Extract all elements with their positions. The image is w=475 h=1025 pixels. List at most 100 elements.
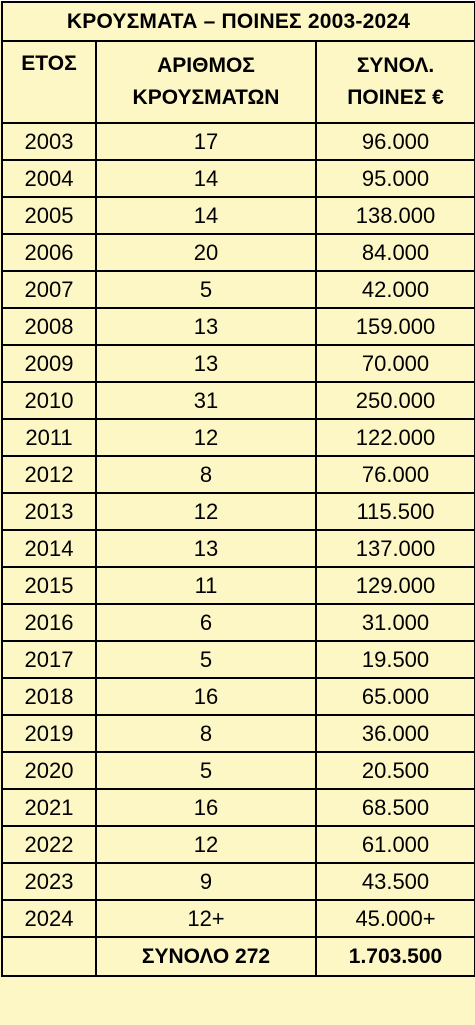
table-title: ΚΡΟΥΣΜΑΤΑ – ΠΟΙΝΕΣ 2003-2024 — [0, 1, 475, 42]
cell-year: 2023 — [1, 862, 97, 901]
cell-cases: 12+ — [95, 899, 317, 938]
cell-cases: 11 — [95, 566, 317, 605]
cell-fines: 138.000 — [314, 196, 475, 235]
cell-cases: 8 — [95, 714, 317, 753]
table-row: 2007 5 42.000 — [1, 270, 475, 309]
table-row: 2016 6 31.000 — [1, 603, 475, 642]
table-row: 2022 12 61.000 — [1, 825, 475, 864]
cell-fines: 84.000 — [314, 233, 475, 272]
cell-fines: 42.000 — [314, 270, 475, 309]
cell-fines: 19.500 — [314, 640, 475, 679]
cell-year: 2019 — [1, 714, 97, 753]
cell-year: 2007 — [1, 270, 97, 309]
cell-cases: 6 — [95, 603, 317, 642]
cell-fines: 115.500 — [314, 492, 475, 531]
cell-fines: 70.000 — [314, 344, 475, 383]
cell-year: 2009 — [1, 344, 97, 383]
cell-cases: 12 — [95, 418, 317, 457]
cell-year: 2012 — [1, 455, 97, 494]
cell-year: 2024 — [1, 899, 97, 938]
header-cases: ΑΡΙΘΜΟΣ ΚΡΟΥΣΜΑΤΩΝ — [95, 40, 317, 124]
cell-year: 2021 — [1, 788, 97, 827]
cell-fines: 68.500 — [314, 788, 475, 827]
table-row: 2004 14 95.000 — [1, 159, 475, 198]
header-row: ΕΤΟΣ ΑΡΙΘΜΟΣ ΚΡΟΥΣΜΑΤΩΝ ΣΥΝΟΛ. ΠΟΙΝΕΣ € — [1, 40, 475, 124]
title-row: ΚΡΟΥΣΜΑΤΑ – ΠΟΙΝΕΣ 2003-2024 — [0, 1, 475, 42]
cell-cases: 5 — [95, 751, 317, 790]
table-row: 2014 13 137.000 — [1, 529, 475, 568]
table-row: 2013 12 115.500 — [1, 492, 475, 531]
cell-fines: 76.000 — [314, 455, 475, 494]
cell-fines: 122.000 — [314, 418, 475, 457]
cell-fines: 129.000 — [314, 566, 475, 605]
cell-cases: 5 — [95, 270, 317, 309]
table-row: 2015 11 129.000 — [1, 566, 475, 605]
cell-year: 2020 — [1, 751, 97, 790]
cell-cases: 16 — [95, 788, 317, 827]
cell-cases: 13 — [95, 307, 317, 346]
cell-cases: 20 — [95, 233, 317, 272]
cell-year: 2008 — [1, 307, 97, 346]
table-row: 2006 20 84.000 — [1, 233, 475, 272]
cell-fines: 36.000 — [314, 714, 475, 753]
table-row: 2012 8 76.000 — [1, 455, 475, 494]
cell-year: 2004 — [1, 159, 97, 198]
cell-fines: 250.000 — [314, 381, 475, 420]
cell-fines: 65.000 — [314, 677, 475, 716]
table-row: 2019 8 36.000 — [1, 714, 475, 753]
table-row: 2017 5 19.500 — [1, 640, 475, 679]
cell-fines: 159.000 — [314, 307, 475, 346]
cell-year: 2005 — [1, 196, 97, 235]
cell-year: 2006 — [1, 233, 97, 272]
cell-cases: 5 — [95, 640, 317, 679]
table-row: 2003 17 96.000 — [1, 122, 475, 161]
cell-year: 2016 — [1, 603, 97, 642]
total-cases: ΣΥΝΟΛΟ 272 — [95, 936, 317, 977]
header-cases-line1: ΑΡΙΘΜΟΣ — [157, 54, 255, 77]
cell-year: 2013 — [1, 492, 97, 531]
header-cases-line2: ΚΡΟΥΣΜΑΤΩΝ — [132, 86, 280, 109]
total-row: ΣΥΝΟΛΟ 272 1.703.500 — [1, 936, 475, 977]
cell-year: 2017 — [1, 640, 97, 679]
table-row: 2009 13 70.000 — [1, 344, 475, 383]
cell-cases: 31 — [95, 381, 317, 420]
table-row: 2010 31 250.000 — [1, 381, 475, 420]
cell-cases: 9 — [95, 862, 317, 901]
cell-cases: 17 — [95, 122, 317, 161]
table-row: 2005 14 138.000 — [1, 196, 475, 235]
total-blank-cell — [1, 936, 97, 977]
cell-cases: 13 — [95, 344, 317, 383]
table-row: 2020 5 20.500 — [1, 751, 475, 790]
cell-year: 2003 — [1, 122, 97, 161]
table-row: 2018 16 65.000 — [1, 677, 475, 716]
cell-fines: 43.500 — [314, 862, 475, 901]
cell-fines: 95.000 — [314, 159, 475, 198]
cell-fines: 20.500 — [314, 751, 475, 790]
cell-cases: 14 — [95, 196, 317, 235]
cell-cases: 12 — [95, 825, 317, 864]
fines-table: ΚΡΟΥΣΜΑΤΑ – ΠΟΙΝΕΣ 2003-2024 ΕΤΟΣ ΑΡΙΘΜΟ… — [0, 1, 475, 977]
header-fines: ΣΥΝΟΛ. ΠΟΙΝΕΣ € — [314, 40, 475, 124]
table-row: 2011 12 122.000 — [1, 418, 475, 457]
cell-year: 2022 — [1, 825, 97, 864]
table-row: 2023 9 43.500 — [1, 862, 475, 901]
header-fines-line1: ΣΥΝΟΛ. — [356, 54, 435, 77]
header-fines-line2: ΠΟΙΝΕΣ € — [347, 86, 444, 109]
cell-year: 2015 — [1, 566, 97, 605]
cell-fines: 96.000 — [314, 122, 475, 161]
cell-year: 2011 — [1, 418, 97, 457]
cell-fines: 45.000+ — [314, 899, 475, 938]
cell-fines: 31.000 — [314, 603, 475, 642]
cell-cases: 8 — [95, 455, 317, 494]
total-fines: 1.703.500 — [314, 936, 475, 977]
table-row: 2008 13 159.000 — [1, 307, 475, 346]
cell-fines: 61.000 — [314, 825, 475, 864]
cell-year: 2018 — [1, 677, 97, 716]
table-row: 2021 16 68.500 — [1, 788, 475, 827]
cell-cases: 13 — [95, 529, 317, 568]
table-row: 2024 12+ 45.000+ — [1, 899, 475, 938]
cell-cases: 16 — [95, 677, 317, 716]
cell-year: 2014 — [1, 529, 97, 568]
cell-year: 2010 — [1, 381, 97, 420]
